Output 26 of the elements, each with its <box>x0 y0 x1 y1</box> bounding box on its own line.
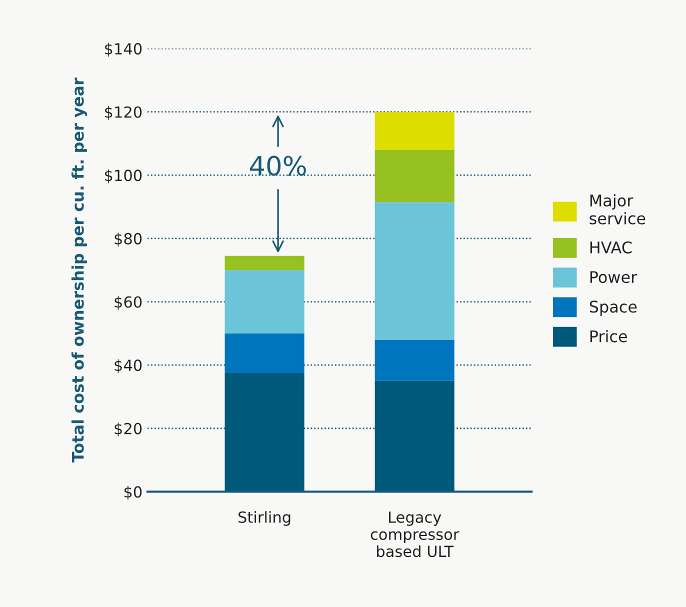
legend-label: Price <box>590 330 627 342</box>
y-tick-label: $40 <box>114 359 142 374</box>
annotation: 40% <box>250 156 306 176</box>
y-tick-label: $60 <box>114 296 142 310</box>
y-tick-label: $100 <box>105 169 142 184</box>
y-tick-label: $20 <box>114 422 142 436</box>
bar <box>374 380 454 492</box>
bar <box>374 112 454 150</box>
y-tick-label: $0 <box>124 486 142 500</box>
y-tick-label: $140 <box>105 42 142 57</box>
x-tick-label: Legacy compressor based ULT <box>370 512 460 558</box>
legend-label: Major service <box>590 194 646 224</box>
bar <box>224 270 304 334</box>
bar <box>374 150 454 202</box>
bar <box>224 256 304 270</box>
bar <box>224 333 304 373</box>
y-tick-label: $120 <box>105 106 142 120</box>
legend-label: Power <box>590 271 638 284</box>
x-tick-label: Stirling <box>238 511 290 526</box>
y-tick-label: $80 <box>114 232 142 247</box>
y-axis-title: Total cost of ownership per cu. ft. per year <box>71 78 88 463</box>
bar <box>374 340 454 381</box>
legend-label: Space <box>590 300 637 316</box>
bar <box>224 372 304 492</box>
bar <box>374 202 454 340</box>
legend-label: HVAC <box>590 241 632 254</box>
